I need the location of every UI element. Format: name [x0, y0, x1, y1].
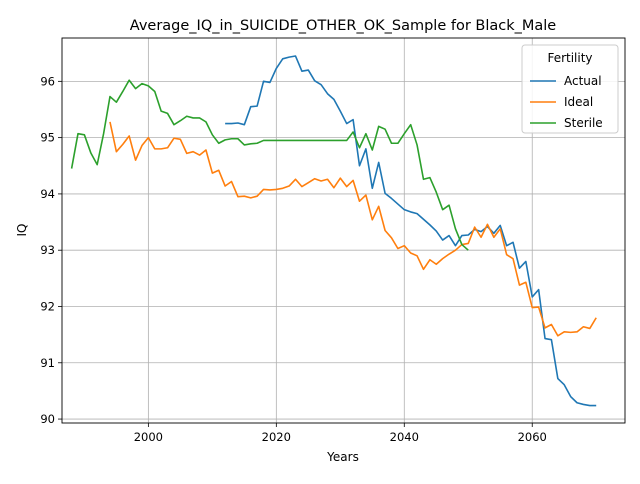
series-line-ideal [109, 121, 597, 337]
y-tick-label: 93 [40, 243, 55, 257]
y-tick-label: 96 [40, 74, 55, 88]
series-line-sterile [70, 79, 469, 251]
y-tick-label: 95 [40, 131, 55, 145]
legend-frame [521, 44, 619, 134]
x-tick-label: 2020 [262, 430, 291, 444]
x-tick-label: 2040 [390, 430, 419, 444]
legend-label-ideal: Ideal [564, 95, 593, 109]
series-lines [70, 55, 597, 407]
legend-label-actual: Actual [564, 74, 602, 88]
series-line-actual [225, 55, 597, 407]
x-axis-label: Years [326, 450, 359, 464]
x-tick-label: 2060 [518, 430, 547, 444]
y-tick-label: 94 [40, 187, 55, 201]
y-tick-label: 92 [40, 299, 55, 313]
y-tick-label: 90 [40, 412, 55, 426]
y-axis-ticks: 90 91 92 93 94 95 96 [40, 74, 62, 426]
x-tick-label: 2000 [134, 430, 163, 444]
y-axis-label: IQ [15, 224, 29, 237]
legend-label-sterile: Sterile [564, 116, 603, 130]
plot-frame [61, 37, 626, 424]
y-tick-label: 91 [40, 356, 55, 370]
x-axis-ticks: 2000 2020 2040 2060 [134, 423, 547, 444]
legend-title: Fertility [547, 51, 592, 65]
chart-title: Average_IQ_in_SUICIDE_OTHER_OK_Sample fo… [130, 18, 557, 34]
legend: Fertility Actual Ideal Sterile [521, 44, 619, 134]
